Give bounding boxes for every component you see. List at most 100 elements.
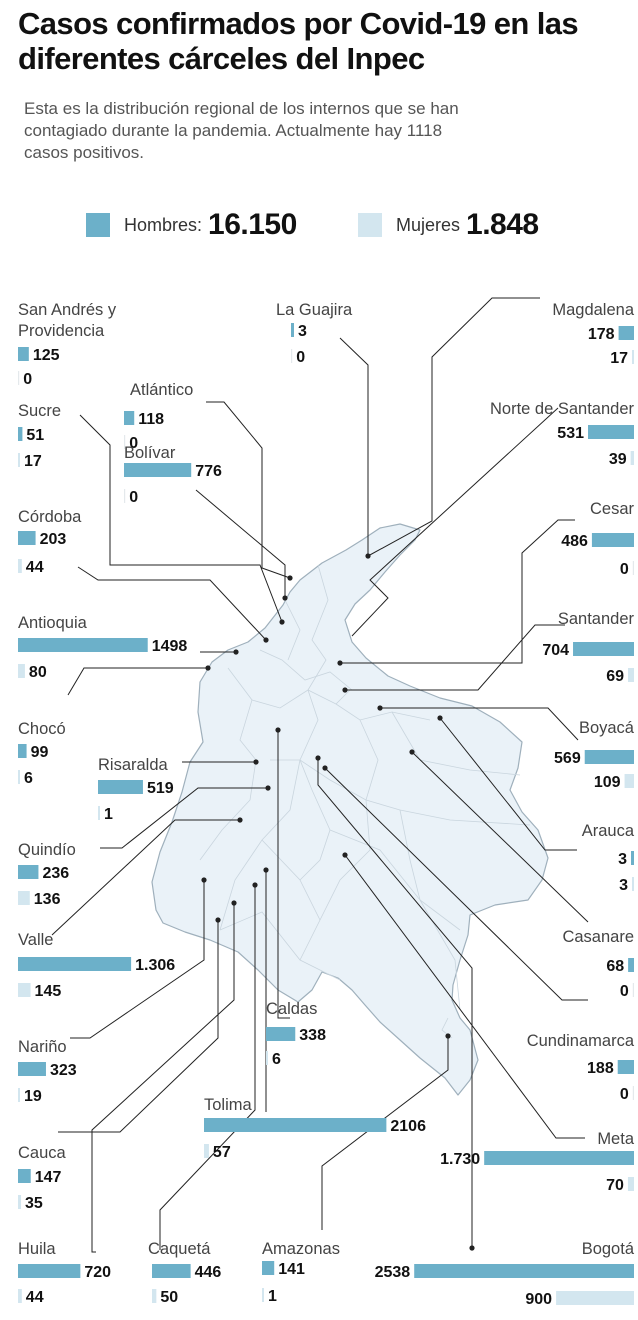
map-location-dot-21	[215, 917, 221, 923]
chart-subtitle: Esta es la distribución regional de los …	[24, 99, 459, 162]
value-men-casanare: 68	[606, 958, 624, 975]
map-department-border-6	[299, 689, 319, 791]
region-name-atlantico: Atlántico	[130, 381, 193, 399]
leader-line-norte-de-santander	[351, 407, 559, 637]
value-women-boyaca: 109	[594, 774, 621, 791]
bar-women-narino	[18, 1088, 20, 1102]
region-name-risaralda: Risaralda	[98, 756, 169, 774]
bar-men-arauca	[631, 851, 634, 865]
value-women-atlantico: 0	[129, 435, 138, 452]
map-department-border-16	[329, 829, 421, 901]
map-location-dot-8	[342, 687, 348, 693]
map-location-dot-22	[231, 900, 237, 906]
bar-men-tolima	[204, 1118, 387, 1132]
leader-line-meta	[344, 854, 585, 1139]
bar-men-la-guajira	[291, 323, 294, 337]
bar-women-meta	[627, 1177, 634, 1191]
map-location-dot-1	[365, 553, 371, 559]
value-men-choco: 99	[31, 744, 49, 761]
map-department-border-9	[391, 711, 521, 776]
legend-men-label: Hombres:	[124, 214, 203, 235]
bar-men-choco	[18, 744, 27, 758]
value-women-sucre: 17	[24, 453, 42, 470]
leader-line-cundinamarca	[324, 767, 588, 1001]
bar-women-choco	[18, 770, 20, 784]
region-name-caqueta: Caquetá	[148, 1240, 211, 1258]
map-location-dot-9	[205, 665, 211, 671]
leader-line-arauca	[439, 717, 577, 851]
value-men-norte-de-santander: 531	[557, 425, 584, 442]
leader-line-narino	[70, 880, 205, 1039]
leader-line-cauca	[58, 920, 219, 1133]
map-location-dot-6	[263, 637, 269, 643]
bar-women-bogota	[556, 1291, 634, 1305]
region-name-antioquia: Antioquia	[18, 614, 88, 632]
value-men-meta: 1.730	[440, 1151, 480, 1168]
legend-men: Hombres: 16.150	[86, 205, 297, 245]
leader-line-caqueta	[159, 885, 256, 1250]
map-location-dot-16	[275, 727, 281, 733]
map-location-dot-26	[469, 1245, 475, 1251]
value-men-cesar: 486	[561, 533, 588, 550]
bar-women-cundinamarca	[632, 1086, 634, 1100]
bar-women-boyaca	[624, 774, 634, 788]
map-location-dot-5	[337, 660, 343, 666]
value-women-risaralda: 1	[104, 806, 113, 823]
map-location-dot-10	[377, 705, 383, 711]
leader-line-santander	[345, 624, 565, 691]
leader-line-atlantico	[206, 401, 291, 579]
bar-men-cauca	[18, 1169, 31, 1183]
bar-men-sucre	[18, 427, 23, 441]
region-name-valle: Valle	[18, 931, 53, 949]
map-location-dot-15	[237, 817, 243, 823]
bar-women-norte-de-santander	[630, 451, 634, 465]
bar-men-huila	[18, 1264, 81, 1278]
map-location-dot-3	[279, 619, 285, 625]
region-name-bogota: Bogotá	[582, 1240, 635, 1258]
bar-women-san-andres-y-providencia	[18, 371, 20, 385]
bar-men-caldas	[266, 1027, 296, 1041]
value-women-bolivar: 0	[129, 489, 138, 506]
bar-men-santander	[573, 642, 634, 656]
leader-line-huila	[91, 903, 235, 1253]
map-location-dot-2	[287, 575, 293, 581]
region-name-santander: Santander	[558, 610, 635, 628]
leader-line-boyaca	[380, 707, 579, 741]
region-name-boyaca: Boyacá	[579, 719, 635, 737]
map-location-dot-24	[445, 1033, 451, 1039]
value-women-cauca: 35	[25, 1195, 43, 1212]
value-men-huila: 720	[84, 1264, 111, 1281]
bar-women-antioquia	[18, 664, 25, 678]
map-location-dot-20	[342, 852, 348, 858]
region-name-amazonas: Amazonas	[262, 1240, 340, 1258]
leader-line-bolivar	[195, 489, 286, 598]
leader-line-sucre	[79, 414, 283, 623]
map-department-border-14	[299, 799, 371, 961]
value-women-cesar: 0	[620, 561, 629, 578]
region-name-cundinamarca: Cundinamarca	[527, 1032, 635, 1050]
value-women-la-guajira: 0	[296, 349, 305, 366]
map-department-border-1	[307, 564, 329, 691]
value-women-norte-de-santander: 39	[609, 451, 627, 468]
value-men-santander: 704	[542, 642, 569, 659]
bar-men-bogota	[414, 1264, 634, 1278]
value-men-cordoba: 203	[40, 531, 67, 548]
region-name-caldas: Caldas	[266, 1000, 317, 1018]
value-men-sucre: 51	[26, 427, 44, 444]
map-location-dot-11	[253, 759, 259, 765]
bar-women-sucre	[18, 453, 20, 467]
bar-women-tolima	[204, 1144, 209, 1158]
value-women-san-andres-y-providencia: 0	[23, 371, 32, 388]
map-department-border-13	[299, 789, 331, 881]
value-women-casanare: 0	[620, 983, 629, 1000]
value-women-amazonas: 1	[268, 1288, 277, 1305]
map-department-border-18	[219, 911, 341, 981]
region-name-bolivar: Bolívar	[124, 444, 176, 462]
bar-men-boyaca	[584, 750, 634, 764]
bar-men-bolivar	[124, 463, 192, 477]
value-women-cordoba: 44	[26, 559, 44, 576]
value-men-caqueta: 446	[195, 1264, 222, 1281]
leader-line-bogota	[317, 758, 473, 1248]
bar-women-casanare	[632, 983, 634, 997]
region-name-huila: Huila	[18, 1240, 56, 1258]
